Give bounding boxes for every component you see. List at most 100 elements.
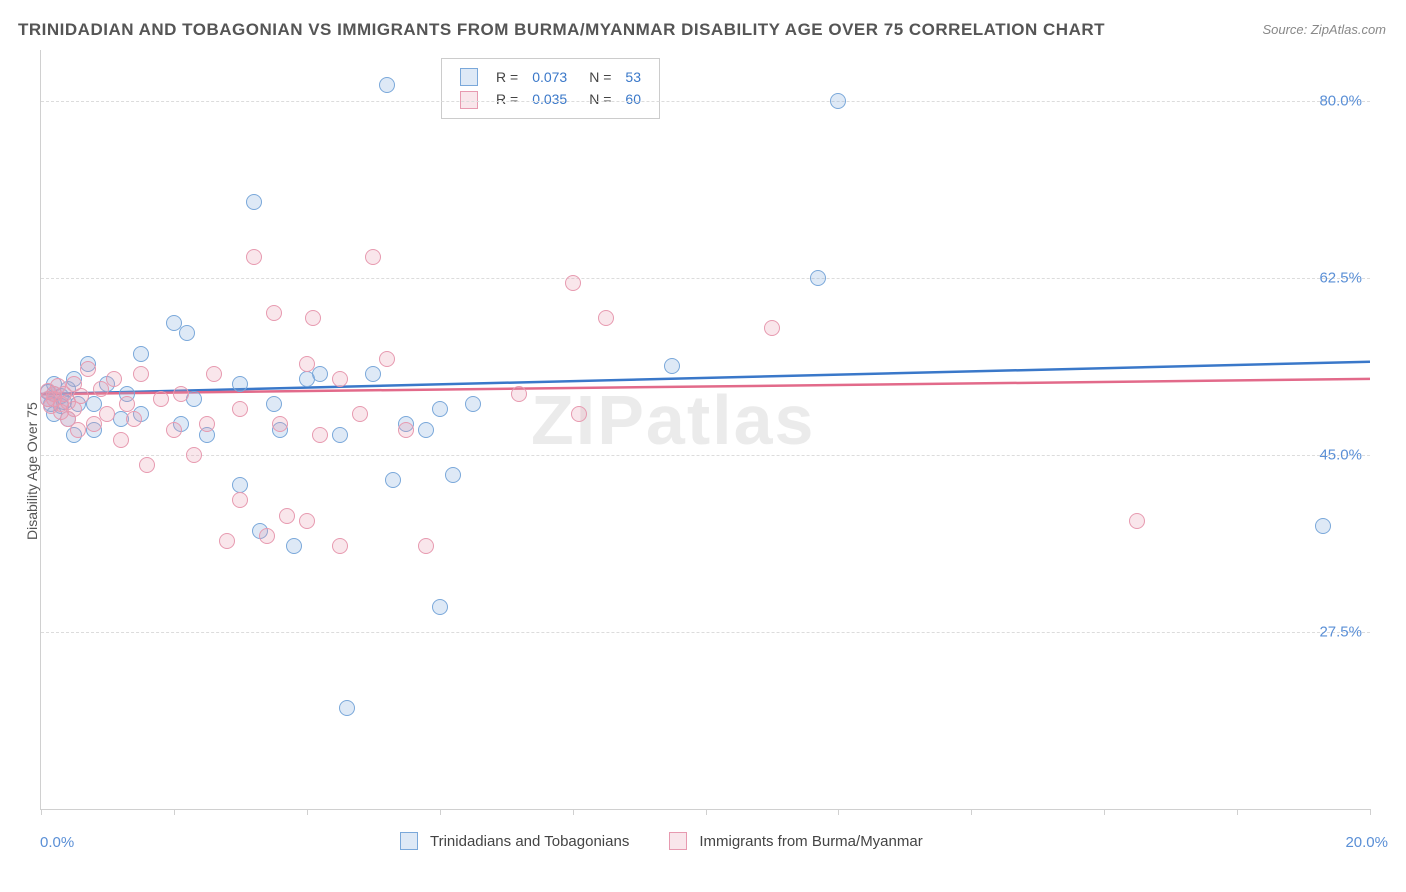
- data-point: [259, 528, 275, 544]
- data-point: [219, 533, 235, 549]
- data-point: [352, 406, 368, 422]
- data-point: [332, 371, 348, 387]
- swatch-series-1: [400, 832, 418, 850]
- x-tick: [307, 809, 308, 815]
- data-point: [173, 386, 189, 402]
- data-point: [232, 376, 248, 392]
- x-tick: [1370, 809, 1371, 815]
- gridline: [41, 101, 1370, 102]
- data-point: [93, 381, 109, 397]
- chart-title: TRINIDADIAN AND TOBAGONIAN VS IMMIGRANTS…: [18, 20, 1105, 40]
- data-point: [565, 275, 581, 291]
- data-point: [246, 249, 262, 265]
- r-label: R =: [490, 67, 524, 87]
- data-point: [379, 351, 395, 367]
- legend-item-2: Immigrants from Burma/Myanmar: [669, 832, 922, 850]
- data-point: [80, 361, 96, 377]
- source-attribution: Source: ZipAtlas.com: [1262, 22, 1386, 37]
- data-point: [133, 346, 149, 362]
- correlation-row-1: R = 0.073 N = 53: [454, 67, 647, 87]
- y-tick-label: 45.0%: [1319, 446, 1362, 463]
- data-point: [445, 467, 461, 483]
- data-point: [664, 358, 680, 374]
- n-value-1: 53: [619, 67, 647, 87]
- data-point: [266, 396, 282, 412]
- gridline: [41, 632, 1370, 633]
- data-point: [465, 396, 481, 412]
- data-point: [299, 356, 315, 372]
- data-point: [232, 401, 248, 417]
- data-point: [764, 320, 780, 336]
- data-point: [119, 396, 135, 412]
- x-tick: [1104, 809, 1105, 815]
- data-point: [279, 508, 295, 524]
- x-tick: [838, 809, 839, 815]
- correlation-legend: R = 0.073 N = 53 R = 0.035 N = 60: [441, 58, 660, 119]
- data-point: [379, 77, 395, 93]
- x-tick: [706, 809, 707, 815]
- data-point: [232, 492, 248, 508]
- data-point: [385, 472, 401, 488]
- data-point: [1129, 513, 1145, 529]
- swatch-series-1: [460, 68, 478, 86]
- data-point: [432, 401, 448, 417]
- data-point: [272, 416, 288, 432]
- data-point: [305, 310, 321, 326]
- data-point: [418, 538, 434, 554]
- data-point: [266, 305, 282, 321]
- data-point: [571, 406, 587, 422]
- series-legend: Trinidadians and Tobagonians Immigrants …: [400, 832, 923, 850]
- data-point: [365, 249, 381, 265]
- data-point: [106, 371, 122, 387]
- data-point: [312, 427, 328, 443]
- n-label: N =: [575, 89, 617, 109]
- data-point: [810, 270, 826, 286]
- data-point: [199, 416, 215, 432]
- n-value-2: 60: [619, 89, 647, 109]
- chart-container: TRINIDADIAN AND TOBAGONIAN VS IMMIGRANTS…: [0, 0, 1406, 892]
- data-point: [312, 366, 328, 382]
- x-tick: [440, 809, 441, 815]
- data-point: [153, 391, 169, 407]
- data-point: [73, 388, 89, 404]
- n-label: N =: [575, 67, 617, 87]
- y-tick-label: 27.5%: [1319, 623, 1362, 640]
- y-tick-label: 62.5%: [1319, 269, 1362, 286]
- data-point: [299, 513, 315, 529]
- data-point: [126, 411, 142, 427]
- x-tick-label-max: 20.0%: [1345, 834, 1388, 851]
- data-point: [166, 422, 182, 438]
- data-point: [339, 700, 355, 716]
- data-point: [139, 457, 155, 473]
- r-value-2: 0.035: [526, 89, 573, 109]
- data-point: [332, 538, 348, 554]
- legend-label-1: Trinidadians and Tobagonians: [430, 833, 629, 850]
- data-point: [418, 422, 434, 438]
- y-tick-label: 80.0%: [1319, 92, 1362, 109]
- data-point: [133, 366, 149, 382]
- plot-area: ZIPatlas R = 0.073 N = 53 R = 0.035 N = …: [40, 50, 1370, 810]
- data-point: [179, 325, 195, 341]
- x-tick: [174, 809, 175, 815]
- x-tick: [573, 809, 574, 815]
- data-point: [186, 447, 202, 463]
- x-tick: [41, 809, 42, 815]
- y-axis-title: Disability Age Over 75: [24, 402, 40, 540]
- legend-label-2: Immigrants from Burma/Myanmar: [699, 833, 922, 850]
- data-point: [113, 432, 129, 448]
- data-point: [206, 366, 222, 382]
- data-point: [70, 422, 86, 438]
- data-point: [232, 477, 248, 493]
- data-point: [246, 194, 262, 210]
- data-point: [286, 538, 302, 554]
- x-tick: [1237, 809, 1238, 815]
- x-tick-label-min: 0.0%: [40, 834, 74, 851]
- r-value-1: 0.073: [526, 67, 573, 87]
- data-point: [830, 93, 846, 109]
- data-point: [1315, 518, 1331, 534]
- data-point: [398, 422, 414, 438]
- legend-item-1: Trinidadians and Tobagonians: [400, 832, 629, 850]
- trend-lines-layer: [41, 50, 1370, 809]
- gridline: [41, 455, 1370, 456]
- data-point: [99, 406, 115, 422]
